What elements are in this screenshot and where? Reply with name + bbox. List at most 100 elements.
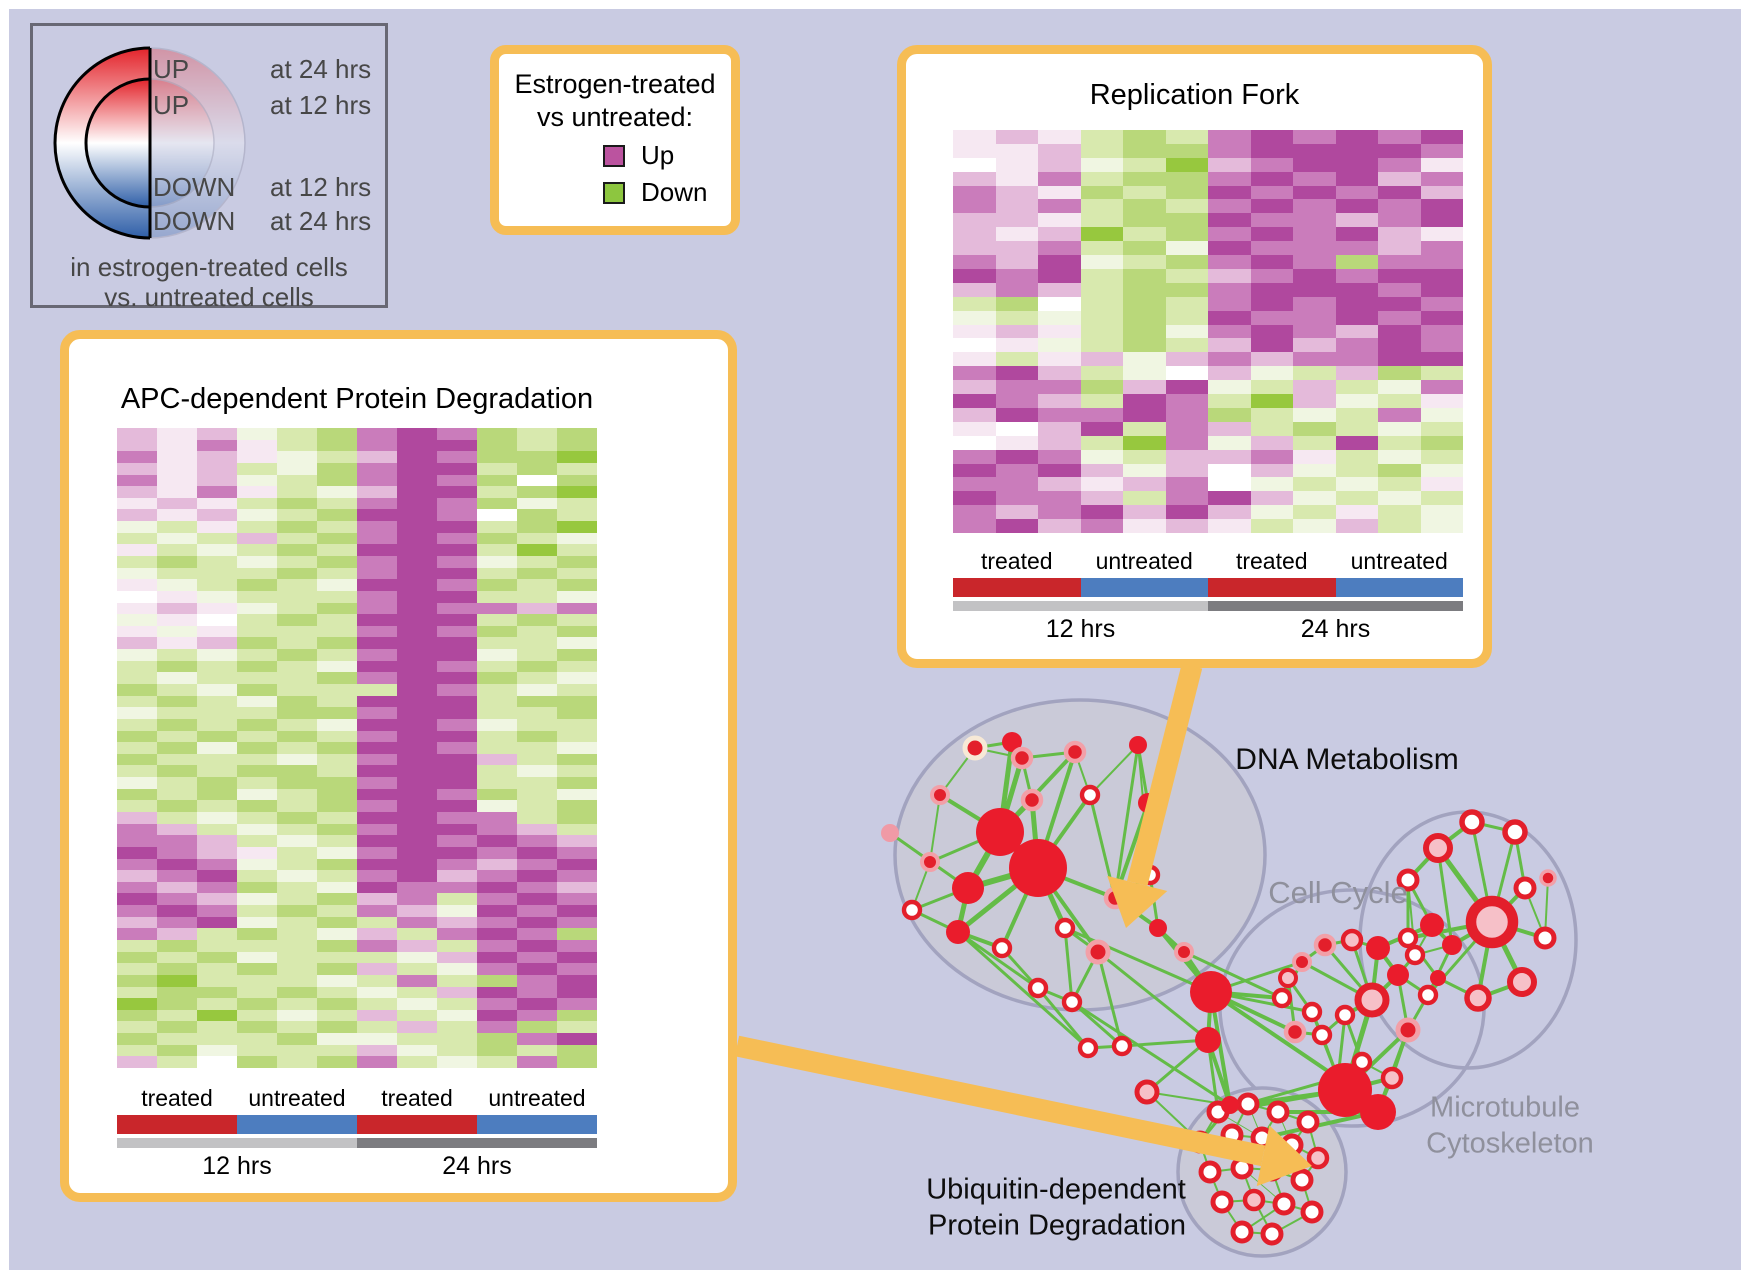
heatmap-cell (1420, 324, 1463, 339)
heatmap-cell (1335, 491, 1378, 506)
heatmap-cell (197, 521, 237, 533)
heatmap-cell (1250, 366, 1293, 381)
heatmap-cell (1165, 282, 1208, 297)
heatmap-cell (1080, 310, 1123, 325)
heatmap-cell (1420, 421, 1463, 436)
heatmap-cell (237, 602, 277, 615)
heatmap-cell (277, 521, 317, 533)
heatmap-cell (1038, 213, 1081, 228)
heatmap-cell (397, 753, 437, 766)
rf-time-labels: 12 hrs 24 hrs (953, 615, 1463, 644)
heatmap-cell (517, 951, 557, 964)
heatmap-cell (517, 579, 557, 591)
heatmap-cell (237, 812, 277, 824)
heatmap-cell (197, 986, 237, 999)
heatmap-cell (1293, 421, 1336, 436)
heatmap-cell (1378, 449, 1421, 464)
heatmap-cell (1080, 449, 1123, 464)
heatmap-cell (197, 788, 237, 801)
heatmap-cell (357, 649, 397, 661)
heatmap-cell (237, 788, 277, 801)
heatmap-cell (357, 462, 397, 475)
heatmap-cell (317, 637, 357, 650)
heatmap-cell (1123, 449, 1166, 464)
heatmap-cell (1293, 380, 1336, 395)
heatmap-cell (277, 579, 317, 591)
heatmap-cell (237, 846, 277, 859)
heatmap-cell (1420, 130, 1463, 144)
heatmap-cell (157, 486, 197, 498)
heatmap-cell (157, 777, 197, 789)
heatmap-cell (1208, 338, 1251, 353)
heatmap-cell (197, 718, 237, 731)
heatmap-cell (1250, 463, 1293, 478)
heatmap-cell (437, 951, 477, 964)
heatmap-cell (397, 614, 437, 626)
heatmap-cell (237, 858, 277, 871)
heatmap-cell (277, 544, 317, 556)
heatmap-cell (197, 567, 237, 580)
heatmap-cell (317, 497, 357, 510)
heatmap-cell (117, 660, 157, 673)
heatmap-cell (995, 199, 1038, 214)
heatmap-cell (357, 614, 397, 626)
heatmap-cell (953, 255, 996, 269)
heatmap-cell (517, 497, 557, 510)
heatmap-cell (953, 394, 996, 408)
heatmap-cell (517, 439, 557, 452)
heatmap-cell (357, 1009, 397, 1022)
heatmap-cell (437, 567, 477, 580)
heatmap-cell (237, 928, 277, 940)
heatmap-cell (1038, 407, 1081, 422)
heatmap-cell (1293, 463, 1336, 478)
heatmap-cell (157, 986, 197, 999)
heatmap-cell (1420, 519, 1463, 533)
heatmap-cell (1038, 241, 1081, 256)
heatmap-cell (953, 268, 996, 283)
heatmap-cell (1335, 296, 1378, 311)
heatmap-cell (317, 451, 357, 463)
heatmap-cell (197, 544, 237, 556)
heatmap-cell (317, 835, 357, 847)
heatmap-cell (397, 649, 437, 661)
heatmap-cell (477, 497, 517, 510)
heatmap-cell (157, 974, 197, 987)
heatmap-cell (437, 812, 477, 824)
heatmap-cell (157, 672, 197, 684)
heatmap-cell (1208, 324, 1251, 339)
heatmap-cell (117, 672, 157, 684)
heatmap-cell (197, 812, 237, 824)
heatmap-cell (1250, 157, 1293, 172)
heatmap-cell (1038, 352, 1081, 367)
heatmap-cell (397, 451, 437, 463)
heatmap-cell (995, 366, 1038, 381)
heatmap-cell (317, 439, 357, 452)
heatmap-cell (1335, 185, 1378, 200)
heatmap-cell (1208, 449, 1251, 464)
heatmap-cell (1293, 227, 1336, 242)
heatmap-cell (317, 940, 357, 952)
heatmap-cell (517, 1009, 557, 1022)
heatmap-cell (157, 718, 197, 731)
heatmap-cell (557, 823, 597, 836)
heatmap-cell (557, 870, 597, 882)
legend-item-up: Up (603, 140, 731, 171)
heatmap-cell (557, 579, 597, 591)
heatmap-cell (317, 858, 357, 871)
heatmap-cell (117, 963, 157, 975)
cell-cycle-label: Cell Cycle (1268, 875, 1408, 910)
heatmap-cell (477, 695, 517, 708)
heatmap-cell (517, 614, 557, 626)
heatmap-cell (1250, 449, 1293, 464)
heatmap-cell (277, 532, 317, 545)
heatmap-cell (437, 509, 477, 522)
heatmap-cell (1293, 157, 1336, 172)
heatmap-cell (1250, 185, 1293, 200)
heatmap-cell (437, 602, 477, 615)
heatmap-cell (237, 881, 277, 894)
heatmap-cell (317, 1021, 357, 1034)
heatmap-cell (1335, 268, 1378, 283)
heatmap-cell (397, 707, 437, 719)
heatmap-cell (437, 823, 477, 836)
heatmap-cell (557, 1021, 597, 1034)
